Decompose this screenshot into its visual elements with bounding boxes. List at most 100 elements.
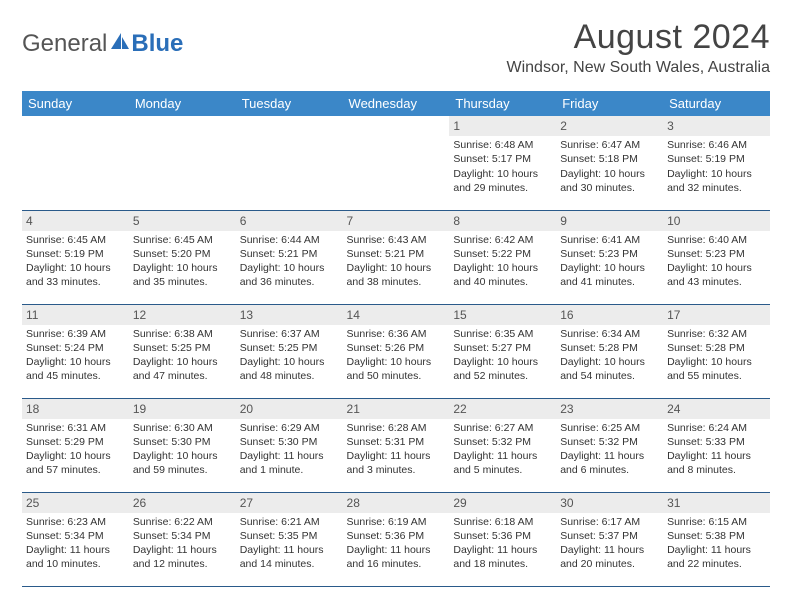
daylight-text: and 40 minutes. xyxy=(453,275,552,289)
sunrise-text: Sunrise: 6:17 AM xyxy=(560,515,659,529)
daylight-text: and 47 minutes. xyxy=(133,369,232,383)
day-number: 25 xyxy=(22,493,129,513)
daylight-text: Daylight: 11 hours xyxy=(133,543,232,557)
daylight-text: and 45 minutes. xyxy=(26,369,125,383)
calendar-cell: 12Sunrise: 6:38 AMSunset: 5:25 PMDayligh… xyxy=(129,304,236,398)
daylight-text: Daylight: 11 hours xyxy=(240,543,339,557)
title-block: August 2024 Windsor, New South Wales, Au… xyxy=(506,18,770,77)
sunset-text: Sunset: 5:30 PM xyxy=(133,435,232,449)
calendar-cell xyxy=(343,116,450,210)
day-number: 4 xyxy=(22,211,129,231)
sunrise-text: Sunrise: 6:22 AM xyxy=(133,515,232,529)
daylight-text: Daylight: 10 hours xyxy=(133,355,232,369)
sunset-text: Sunset: 5:36 PM xyxy=(453,529,552,543)
sunrise-text: Sunrise: 6:46 AM xyxy=(667,138,766,152)
daylight-text: Daylight: 10 hours xyxy=(240,355,339,369)
daylight-text: and 57 minutes. xyxy=(26,463,125,477)
calendar-cell xyxy=(236,116,343,210)
dow-thursday: Thursday xyxy=(449,91,556,116)
sunrise-text: Sunrise: 6:45 AM xyxy=(26,233,125,247)
daylight-text: Daylight: 11 hours xyxy=(667,543,766,557)
dow-sunday: Sunday xyxy=(22,91,129,116)
daylight-text: Daylight: 11 hours xyxy=(26,543,125,557)
logo-part1: General xyxy=(22,30,107,58)
sunset-text: Sunset: 5:19 PM xyxy=(667,152,766,166)
calendar-cell: 14Sunrise: 6:36 AMSunset: 5:26 PMDayligh… xyxy=(343,304,450,398)
day-number: 18 xyxy=(22,399,129,419)
sunset-text: Sunset: 5:29 PM xyxy=(26,435,125,449)
day-number: 6 xyxy=(236,211,343,231)
day-number-empty xyxy=(343,116,450,136)
calendar-cell: 17Sunrise: 6:32 AMSunset: 5:28 PMDayligh… xyxy=(663,304,770,398)
sunset-text: Sunset: 5:23 PM xyxy=(667,247,766,261)
day-number: 14 xyxy=(343,305,450,325)
day-number: 20 xyxy=(236,399,343,419)
calendar-cell: 3Sunrise: 6:46 AMSunset: 5:19 PMDaylight… xyxy=(663,116,770,210)
day-number: 17 xyxy=(663,305,770,325)
calendar-cell: 31Sunrise: 6:15 AMSunset: 5:38 PMDayligh… xyxy=(663,492,770,586)
calendar-cell: 9Sunrise: 6:41 AMSunset: 5:23 PMDaylight… xyxy=(556,210,663,304)
calendar-cell: 8Sunrise: 6:42 AMSunset: 5:22 PMDaylight… xyxy=(449,210,556,304)
day-number: 28 xyxy=(343,493,450,513)
daylight-text: and 14 minutes. xyxy=(240,557,339,571)
dow-wednesday: Wednesday xyxy=(343,91,450,116)
day-number: 8 xyxy=(449,211,556,231)
sunset-text: Sunset: 5:34 PM xyxy=(133,529,232,543)
dow-saturday: Saturday xyxy=(663,91,770,116)
daylight-text: and 36 minutes. xyxy=(240,275,339,289)
sunrise-text: Sunrise: 6:23 AM xyxy=(26,515,125,529)
calendar-row: 11Sunrise: 6:39 AMSunset: 5:24 PMDayligh… xyxy=(22,304,770,398)
sunset-text: Sunset: 5:34 PM xyxy=(26,529,125,543)
daylight-text: Daylight: 10 hours xyxy=(347,261,446,275)
daylight-text: and 43 minutes. xyxy=(667,275,766,289)
sunset-text: Sunset: 5:19 PM xyxy=(26,247,125,261)
daylight-text: and 33 minutes. xyxy=(26,275,125,289)
calendar-cell: 26Sunrise: 6:22 AMSunset: 5:34 PMDayligh… xyxy=(129,492,236,586)
daylight-text: Daylight: 10 hours xyxy=(26,261,125,275)
sunset-text: Sunset: 5:21 PM xyxy=(347,247,446,261)
daylight-text: Daylight: 10 hours xyxy=(667,355,766,369)
daylight-text: and 59 minutes. xyxy=(133,463,232,477)
sunset-text: Sunset: 5:22 PM xyxy=(453,247,552,261)
sunset-text: Sunset: 5:28 PM xyxy=(667,341,766,355)
dow-tuesday: Tuesday xyxy=(236,91,343,116)
daylight-text: Daylight: 10 hours xyxy=(453,261,552,275)
calendar-cell: 4 Sunrise: 6:45 AMSunset: 5:19 PMDaylight… xyxy=(22,210,129,304)
calendar-cell: 5Sunrise: 6:45 AMSunset: 5:20 PMDaylight… xyxy=(129,210,236,304)
sunset-text: Sunset: 5:31 PM xyxy=(347,435,446,449)
calendar-cell: 11Sunrise: 6:39 AMSunset: 5:24 PMDayligh… xyxy=(22,304,129,398)
day-number: 7 xyxy=(343,211,450,231)
daylight-text: Daylight: 11 hours xyxy=(347,543,446,557)
day-number-empty xyxy=(129,116,236,136)
daylight-text: and 48 minutes. xyxy=(240,369,339,383)
daylight-text: and 12 minutes. xyxy=(133,557,232,571)
daylight-text: and 32 minutes. xyxy=(667,181,766,195)
sunrise-text: Sunrise: 6:21 AM xyxy=(240,515,339,529)
calendar-cell: 2Sunrise: 6:47 AMSunset: 5:18 PMDaylight… xyxy=(556,116,663,210)
sunset-text: Sunset: 5:32 PM xyxy=(453,435,552,449)
sunrise-text: Sunrise: 6:29 AM xyxy=(240,421,339,435)
day-number: 21 xyxy=(343,399,450,419)
day-number: 16 xyxy=(556,305,663,325)
calendar-cell: 20Sunrise: 6:29 AMSunset: 5:30 PMDayligh… xyxy=(236,398,343,492)
sunset-text: Sunset: 5:25 PM xyxy=(240,341,339,355)
sunrise-text: Sunrise: 6:18 AM xyxy=(453,515,552,529)
day-number: 30 xyxy=(556,493,663,513)
day-number: 1 xyxy=(449,116,556,136)
sunrise-text: Sunrise: 6:31 AM xyxy=(26,421,125,435)
daylight-text: Daylight: 10 hours xyxy=(667,261,766,275)
calendar-cell: 10Sunrise: 6:40 AMSunset: 5:23 PMDayligh… xyxy=(663,210,770,304)
sunrise-text: Sunrise: 6:43 AM xyxy=(347,233,446,247)
sunrise-text: Sunrise: 6:45 AM xyxy=(133,233,232,247)
daylight-text: Daylight: 10 hours xyxy=(347,355,446,369)
day-number: 5 xyxy=(129,211,236,231)
calendar-cell xyxy=(22,116,129,210)
calendar-cell xyxy=(129,116,236,210)
daylight-text: Daylight: 11 hours xyxy=(667,449,766,463)
sunrise-text: Sunrise: 6:48 AM xyxy=(453,138,552,152)
day-number: 27 xyxy=(236,493,343,513)
day-number-empty xyxy=(22,116,129,136)
daylight-text: and 6 minutes. xyxy=(560,463,659,477)
daylight-text: and 3 minutes. xyxy=(347,463,446,477)
calendar-cell: 23Sunrise: 6:25 AMSunset: 5:32 PMDayligh… xyxy=(556,398,663,492)
